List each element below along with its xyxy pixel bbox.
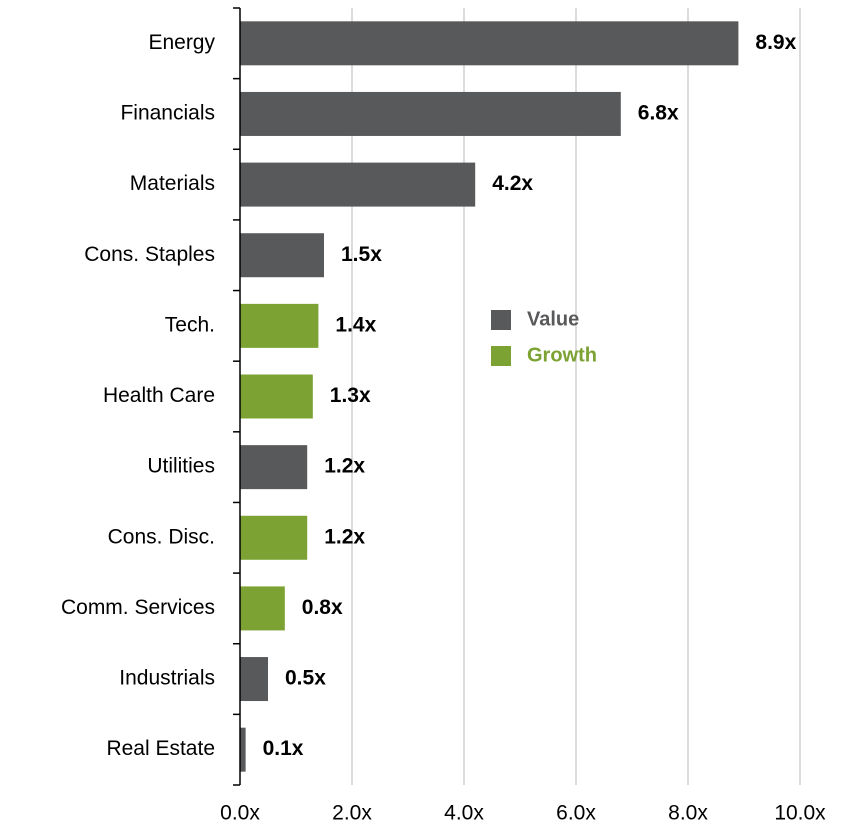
bar: [240, 657, 268, 702]
bar: [240, 91, 621, 136]
value-label: 0.5x: [285, 667, 326, 690]
y-tick-label: Utilities: [147, 455, 215, 478]
bar: [240, 21, 739, 66]
value-label: 8.9x: [755, 31, 796, 54]
bar: [240, 162, 476, 207]
y-tick-label: Materials: [130, 172, 215, 195]
value-label: 1.2x: [324, 525, 365, 548]
legend-label: Value: [527, 308, 579, 330]
y-tick-label: Financials: [120, 102, 215, 125]
legend-swatch: [491, 310, 511, 330]
bar: [240, 586, 285, 631]
y-tick-label: Tech.: [165, 313, 215, 336]
value-label: 6.8x: [638, 102, 679, 125]
y-tick-label: Cons. Disc.: [108, 525, 215, 548]
value-label: 1.5x: [341, 243, 382, 266]
value-label: 1.2x: [324, 455, 365, 478]
value-label: 1.3x: [330, 384, 371, 407]
x-tick-label: 6.0x: [556, 802, 596, 825]
value-label: 0.8x: [302, 596, 343, 619]
bar: [240, 233, 324, 278]
y-tick-label: Energy: [148, 31, 215, 54]
y-tick-label: Cons. Staples: [84, 243, 215, 266]
bar: [240, 303, 319, 348]
y-tick-label: Industrials: [119, 667, 215, 690]
value-label: 1.4x: [335, 313, 376, 336]
bar: [240, 515, 308, 560]
bar: [240, 445, 308, 490]
legend-swatch: [491, 346, 511, 366]
x-tick-label: 8.0x: [668, 802, 708, 825]
legend-label: Growth: [527, 344, 597, 366]
bar: [240, 727, 246, 772]
y-tick-label: Real Estate: [106, 737, 215, 760]
y-tick-label: Health Care: [103, 384, 215, 407]
x-tick-label: 4.0x: [444, 802, 484, 825]
bar: [240, 374, 313, 419]
y-tick-label: Comm. Services: [61, 596, 215, 619]
x-tick-label: 2.0x: [332, 802, 372, 825]
value-label: 0.1x: [263, 737, 304, 760]
value-label: 4.2x: [492, 172, 533, 195]
x-tick-label: 0.0x: [220, 802, 260, 825]
x-tick-label: 10.0x: [774, 802, 826, 825]
